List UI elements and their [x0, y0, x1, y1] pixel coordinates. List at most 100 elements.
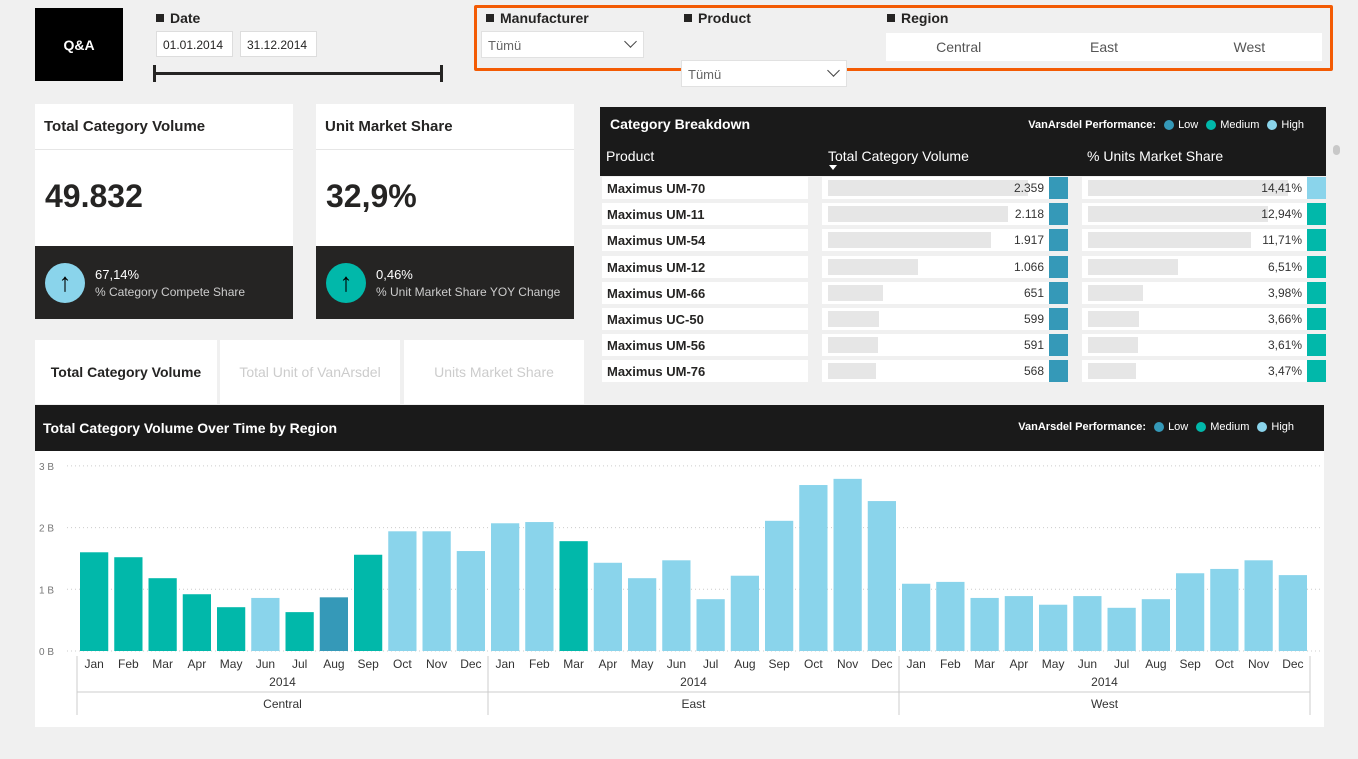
- kpi-value: 67,14%: [95, 266, 140, 282]
- region-axis-label: Central: [263, 697, 302, 711]
- qa-button[interactable]: Q&A: [35, 8, 123, 81]
- region-label: Region: [887, 10, 948, 26]
- bar-west-nov[interactable]: [1244, 560, 1273, 651]
- x-tick-label: Jan: [906, 657, 925, 671]
- share-value: 3,98%: [1267, 285, 1302, 300]
- bar-central-aug[interactable]: [319, 597, 348, 651]
- bar-west-oct[interactable]: [1210, 568, 1239, 651]
- x-tick-label: Jul: [292, 657, 307, 671]
- performance-indicator: [1049, 229, 1068, 252]
- bar-east-aug[interactable]: [730, 575, 759, 651]
- bar-west-sep[interactable]: [1176, 573, 1205, 651]
- product-cell: Maximus UC-50: [602, 308, 808, 330]
- bar-west-aug[interactable]: [1141, 599, 1170, 651]
- bar-central-apr[interactable]: [182, 594, 211, 651]
- region-east[interactable]: East: [1089, 39, 1118, 55]
- col-units-market-share[interactable]: % Units Market Share: [1087, 148, 1224, 164]
- performance-indicator: [1049, 203, 1068, 226]
- performance-indicator: [1307, 177, 1326, 199]
- bar-east-mar[interactable]: [559, 541, 588, 651]
- performance-indicator: [1307, 334, 1326, 357]
- region-axis-label: East: [681, 697, 706, 711]
- scrollbar[interactable]: [1333, 145, 1340, 155]
- volume-bar: [828, 180, 1028, 196]
- bar-east-jun[interactable]: [662, 560, 691, 651]
- bar-east-dec[interactable]: [867, 501, 896, 651]
- product-dropdown[interactable]: Tümü: [681, 60, 847, 87]
- start-date-input[interactable]: 01.01.2014: [156, 31, 233, 57]
- bar-central-nov[interactable]: [422, 531, 451, 651]
- share-cell: 3,98%: [1082, 281, 1326, 304]
- bar-central-jan[interactable]: [80, 552, 109, 651]
- table-row[interactable]: Maximus UC-50 599 3,66%: [602, 308, 1326, 330]
- volume-value: 1.066: [1013, 259, 1044, 274]
- bar-west-jul[interactable]: [1107, 607, 1136, 651]
- table-row[interactable]: Maximus UM-54 1.917 11,71%: [602, 229, 1326, 252]
- kpi-label: % Unit Market Share YOY Change: [376, 284, 561, 299]
- performance-indicator: [1049, 308, 1068, 330]
- bar-east-may[interactable]: [628, 578, 657, 651]
- col-total-category-volume[interactable]: Total Category Volume: [828, 148, 969, 164]
- table-row[interactable]: Maximus UM-11 2.118 12,94%: [602, 203, 1326, 226]
- bar-east-feb[interactable]: [525, 522, 554, 651]
- share-bar: [1088, 232, 1251, 249]
- bar-central-jun[interactable]: [251, 597, 280, 651]
- bar-central-feb[interactable]: [114, 557, 143, 651]
- x-tick-label: Feb: [940, 657, 961, 671]
- bar-central-oct[interactable]: [388, 531, 417, 651]
- end-date-input[interactable]: 31.12.2014: [240, 31, 317, 57]
- table-row[interactable]: Maximus UM-12 1.066 6,51%: [602, 255, 1326, 278]
- bar-east-jul[interactable]: [696, 599, 725, 651]
- x-tick-label: Apr: [1010, 657, 1029, 671]
- y-tick-label: 3 B: [39, 462, 54, 473]
- breakdown-rows: Maximus UM-70 2.359 14,41% Maximus UM-11 …: [602, 177, 1326, 383]
- bar-central-dec[interactable]: [456, 551, 485, 651]
- bar-central-sep[interactable]: [354, 554, 383, 651]
- performance-indicator: [1049, 281, 1068, 304]
- slider-handle-start[interactable]: [153, 65, 156, 82]
- performance-indicator: [1049, 255, 1068, 278]
- share-value: 11,71%: [1262, 233, 1302, 248]
- bar-east-sep[interactable]: [765, 520, 794, 651]
- table-row[interactable]: Maximus UM-56 591 3,61%: [602, 334, 1326, 357]
- total-category-volume-card: Total Category Volume 49.832 ↑ 67,14% % C…: [35, 104, 293, 319]
- date-range-slider[interactable]: [153, 65, 443, 82]
- chart-title: Total Category Volume Over Time by Regio…: [43, 420, 338, 436]
- table-row[interactable]: Maximus UM-70 2.359 14,41%: [602, 177, 1326, 199]
- bar-west-jun[interactable]: [1073, 596, 1102, 651]
- x-tick-label: Jul: [703, 657, 718, 671]
- bar-east-oct[interactable]: [799, 485, 828, 651]
- region-central[interactable]: Central: [936, 39, 982, 55]
- product-cell: Maximus UM-12: [602, 255, 808, 278]
- unit-market-share-card: Unit Market Share 32,9% ↑ 0,46% % Unit Ma…: [316, 104, 574, 319]
- bar-central-mar[interactable]: [148, 578, 177, 651]
- table-row[interactable]: Maximus UM-76 568 3,47%: [602, 360, 1326, 383]
- bar-east-apr[interactable]: [593, 562, 622, 651]
- volume-bar: [828, 363, 877, 380]
- tab-total-category-volume[interactable]: Total Category Volume: [35, 340, 217, 404]
- bar-east-nov[interactable]: [833, 478, 862, 651]
- slider-handle-end[interactable]: [440, 65, 443, 82]
- share-bar: [1088, 206, 1268, 223]
- bar-west-apr[interactable]: [1004, 596, 1033, 651]
- col-product[interactable]: Product: [606, 148, 655, 164]
- bar-east-jan[interactable]: [491, 523, 520, 651]
- region-west[interactable]: West: [1233, 39, 1266, 55]
- bar-central-jul[interactable]: [285, 612, 314, 651]
- table-row[interactable]: Maximus UM-66 651 3,98%: [602, 281, 1326, 304]
- bar-central-may[interactable]: [217, 607, 246, 651]
- bar-west-may[interactable]: [1039, 604, 1068, 651]
- x-tick-label: Sep: [1179, 657, 1201, 671]
- x-tick-label: Dec: [1282, 657, 1303, 671]
- y-tick-label: 1 B: [39, 585, 54, 596]
- manufacturer-dropdown[interactable]: Tümü: [481, 31, 644, 58]
- tab-units-market-share[interactable]: Units Market Share: [404, 340, 584, 404]
- tab-total-unit-vanarsdel[interactable]: Total Unit of VanArsdel: [220, 340, 400, 404]
- share-bar: [1088, 337, 1139, 354]
- bar-west-feb[interactable]: [936, 581, 965, 651]
- bar-west-dec[interactable]: [1278, 575, 1307, 651]
- bar-west-mar[interactable]: [970, 597, 999, 651]
- bar-west-jan[interactable]: [902, 583, 931, 651]
- x-tick-label: Aug: [1145, 657, 1166, 671]
- x-tick-label: Mar: [563, 657, 584, 671]
